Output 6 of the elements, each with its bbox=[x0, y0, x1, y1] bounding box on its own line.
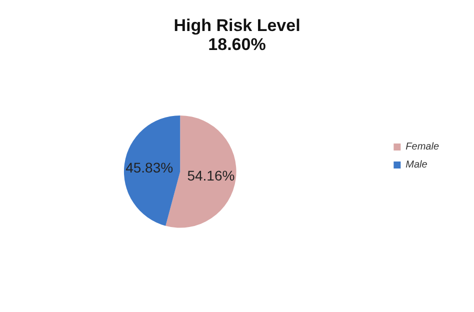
data-label: 54.16% bbox=[187, 168, 235, 184]
legend-label: Male bbox=[406, 160, 428, 170]
legend-label: Female bbox=[406, 142, 440, 152]
chart-title: High Risk Level bbox=[174, 16, 300, 35]
data-label: 45.83% bbox=[126, 160, 174, 176]
chart-subtitle: 18.60% bbox=[208, 35, 266, 54]
